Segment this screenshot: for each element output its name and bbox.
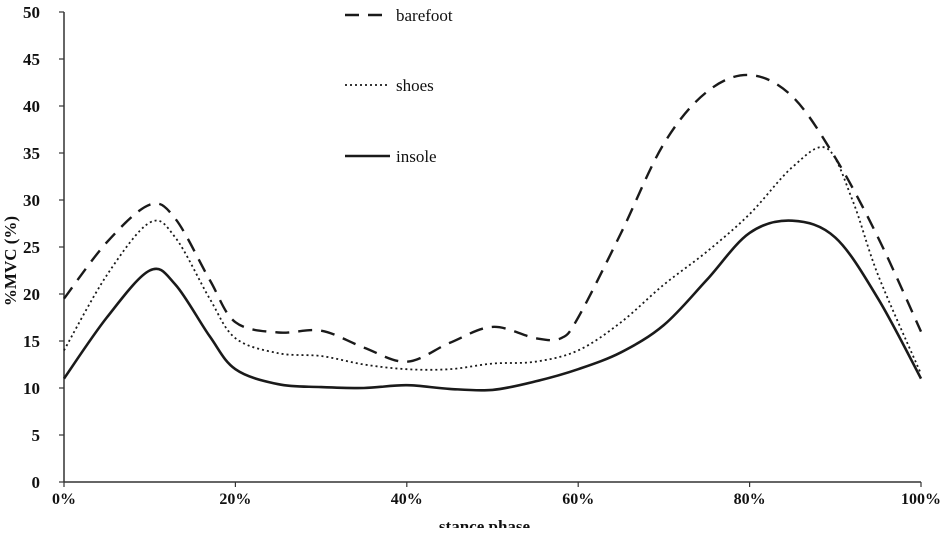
- x-axis-title: stance phase: [439, 517, 531, 528]
- legend-label-barefoot: barefoot: [396, 6, 453, 25]
- y-tick-label: 30: [23, 191, 40, 210]
- series-line-barefoot: [63, 73, 923, 363]
- y-tick-label: 50: [23, 3, 40, 22]
- series-line-shoes: [63, 146, 922, 375]
- legend-label-shoes: shoes: [396, 76, 434, 95]
- legend: barefoot shoes insole: [345, 6, 453, 166]
- y-tick-label: 20: [23, 285, 40, 304]
- x-tick-label: 40%: [391, 491, 423, 508]
- y-tick-label: 35: [23, 144, 40, 163]
- y-tick-label: 40: [23, 97, 40, 116]
- series-lines: [62, 73, 923, 392]
- axes: [59, 11, 922, 487]
- y-tick-label: 15: [23, 332, 40, 351]
- x-tick-label: 60%: [562, 491, 594, 508]
- y-tick-label: 5: [32, 426, 41, 445]
- x-tick-label: 0%: [52, 491, 76, 508]
- x-tick-label: 100%: [901, 491, 941, 508]
- y-axis-title: %MVC (%): [1, 216, 20, 306]
- x-tick-label: 20%: [219, 491, 251, 508]
- tick-labels: 0 5 10 15 20 25 30 35 40 45 50 0% 20% 40% 60% 80% 100%: [23, 3, 941, 508]
- x-tick-label: 80%: [734, 491, 766, 508]
- legend-label-insole: insole: [396, 147, 437, 166]
- y-tick-label: 10: [23, 379, 40, 398]
- y-tick-label: 25: [23, 238, 40, 257]
- y-tick-label: 45: [23, 50, 40, 69]
- y-tick-label: 0: [32, 473, 41, 492]
- series-line-insole: [62, 219, 923, 392]
